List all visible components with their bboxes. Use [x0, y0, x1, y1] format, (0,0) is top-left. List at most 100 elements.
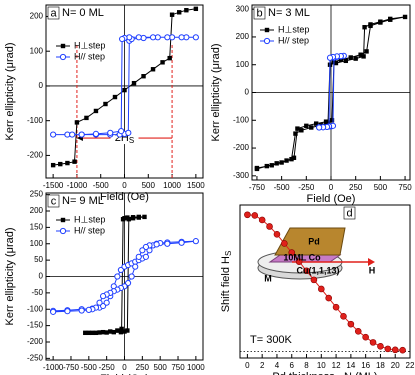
y-tick-label: -250: [27, 353, 44, 362]
marker-square: [60, 217, 66, 223]
legend-label: H⊥step: [74, 214, 105, 224]
x-tick-label: 500: [374, 183, 388, 192]
marker-square: [364, 49, 369, 54]
marker-square: [329, 118, 335, 123]
marker-circle: [107, 129, 114, 136]
marker-square: [100, 329, 106, 335]
x-tick-label: 0: [329, 183, 334, 192]
x-tick-label: 12: [332, 361, 341, 370]
marker-circle: [326, 54, 334, 61]
marker-square: [93, 108, 99, 114]
x-tick-label: -1000: [43, 363, 64, 372]
marker-circle: [59, 53, 67, 61]
marker-dot: [347, 320, 355, 328]
marker-circle: [142, 253, 150, 260]
x-tick-label: 16: [361, 361, 370, 370]
marker-circle: [78, 131, 85, 138]
inset-label: H: [369, 265, 376, 275]
inset-label: 10ML Co: [283, 252, 321, 262]
marker-square: [90, 330, 95, 336]
marker-square: [84, 115, 89, 121]
y-tick-label: 200: [30, 206, 44, 215]
x-tick-label: 750: [398, 183, 412, 192]
marker-square: [361, 54, 366, 59]
inset-label: Pd: [308, 236, 320, 246]
inset-label: Cu(1,1,13): [296, 265, 339, 275]
marker-circle: [139, 247, 146, 254]
y-tick-label: 0: [245, 88, 250, 97]
marker-square: [160, 60, 165, 65]
marker-square: [150, 67, 156, 72]
marker-square: [125, 328, 130, 333]
x-axis-label: Field (Oe): [100, 373, 149, 375]
y-tick-label: 200: [30, 12, 44, 21]
marker-square: [333, 60, 339, 66]
marker-dot: [244, 211, 251, 219]
marker-square: [167, 55, 172, 61]
marker-square: [264, 27, 270, 33]
x-tick-label: -500: [274, 183, 291, 192]
marker-square: [136, 214, 141, 220]
marker-circle: [263, 37, 271, 45]
marker-circle: [103, 299, 110, 306]
marker-circle: [164, 240, 171, 247]
marker-dot: [295, 258, 303, 265]
marker-square: [104, 330, 109, 335]
marker-square: [112, 94, 118, 100]
marker-circle: [192, 34, 199, 41]
marker-square: [142, 214, 147, 220]
y-tick-label: -100: [233, 115, 250, 124]
marker-square: [343, 58, 349, 64]
marker-square: [130, 215, 136, 220]
marker-square: [86, 330, 92, 336]
marker-circle: [118, 128, 125, 135]
legend-label: H// step: [74, 51, 105, 61]
x-tick-label: 22: [406, 361, 415, 370]
panel-tag-box: [343, 206, 356, 220]
marker-square: [120, 216, 126, 222]
x-tick-label: 0: [122, 363, 127, 372]
x-tick-label: 14: [346, 361, 355, 370]
x-tick-label: 250: [136, 363, 150, 372]
x-tick-label: -500: [93, 181, 110, 190]
legend-label: H// step: [278, 35, 309, 45]
y-tick-label: 100: [30, 46, 44, 55]
x-axis-label: Field (Oe): [307, 193, 356, 205]
x-tick-label: -250: [298, 183, 315, 192]
marker-square: [304, 123, 309, 129]
y-tick-label: -150: [27, 321, 44, 330]
x-tick-label: -750: [63, 363, 80, 372]
panel-note: N= 9 ML: [62, 195, 104, 207]
marker-square: [264, 163, 270, 169]
y-tick-label: 100: [236, 60, 250, 69]
x-tick-label: 18: [376, 361, 385, 370]
x-tick-label: 0: [245, 361, 250, 370]
marker-circle: [316, 124, 323, 131]
y-tick-label: -300: [233, 171, 250, 180]
y-axis-label-sub: S: [224, 251, 233, 256]
y-tick-label: -50: [31, 288, 43, 297]
legend-label: H⊥step: [74, 40, 105, 50]
x-tick-label: 0: [122, 181, 127, 190]
marker-dot: [251, 212, 259, 219]
y-tick-label: 0: [39, 81, 44, 90]
x-tick-label: 1000: [163, 181, 181, 190]
marker-circle: [114, 273, 121, 280]
panel-tag: b: [256, 7, 262, 19]
marker-square: [125, 215, 130, 220]
marker-dot: [310, 276, 318, 284]
marker-square: [122, 329, 127, 334]
marker-square: [309, 125, 314, 130]
legend-label: H⊥step: [278, 24, 309, 34]
marker-dot: [362, 333, 369, 341]
marker-square: [119, 326, 124, 332]
marker-circle: [96, 299, 103, 306]
marker-square: [103, 101, 108, 107]
x-tick-label: 750: [171, 363, 185, 372]
x-tick-label: -500: [81, 363, 98, 372]
marker-circle: [50, 308, 57, 315]
marker-dot: [354, 328, 362, 335]
marker-square: [193, 6, 199, 12]
pd-wedge: [274, 227, 346, 256]
marker-square: [289, 156, 294, 162]
